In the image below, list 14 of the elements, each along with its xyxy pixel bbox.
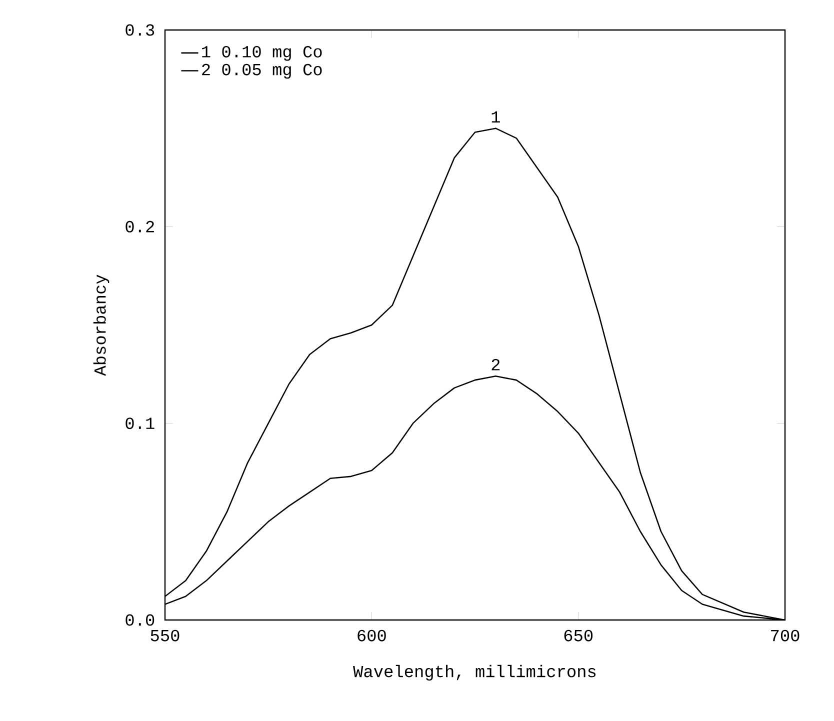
y-tick-label: 0.1	[126, 418, 154, 430]
legend-label: 2 0.05 mg Co	[202, 64, 322, 79]
y-tick-label: 0.3	[126, 24, 154, 36]
y-tick-label: 0.2	[126, 220, 154, 232]
annotation: 2	[492, 358, 500, 370]
x-tick-label: 550	[150, 630, 180, 642]
y-axis-title: Absorbancy	[93, 274, 110, 376]
x-tick-label: 700	[771, 630, 800, 642]
x-tick-label: 600	[358, 630, 386, 642]
x-tick-label: 650	[564, 630, 593, 642]
legend-label: 1 0.10 mg Co	[202, 46, 322, 61]
annotation: 1	[492, 111, 500, 122]
y-tick-label: 0.0	[126, 614, 154, 626]
x-axis-title: Wavelength, millimicrons	[353, 664, 596, 681]
